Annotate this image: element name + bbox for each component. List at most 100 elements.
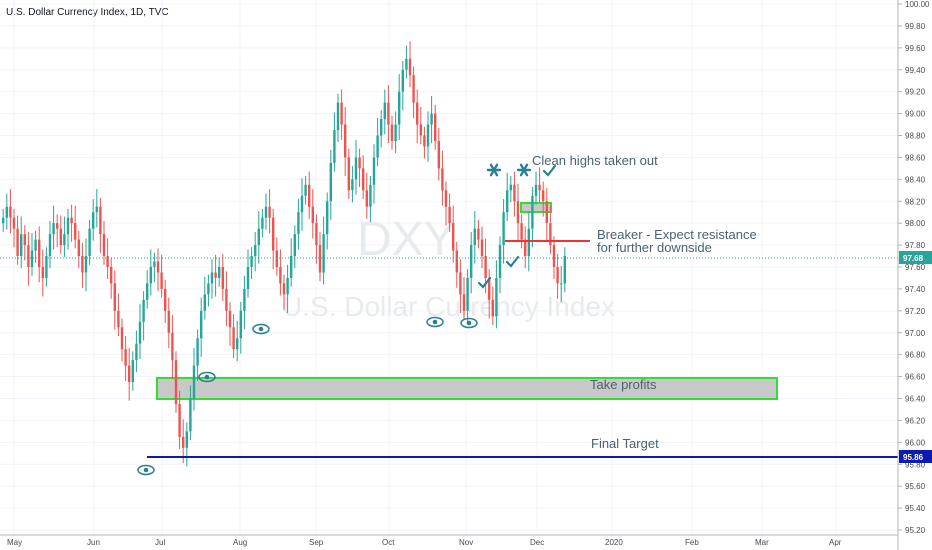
candle-body [138, 321, 142, 344]
candle-body [142, 299, 145, 322]
candle-body [452, 223, 455, 251]
candle-body [117, 310, 120, 328]
y-tick-label: 98.40 [905, 175, 926, 184]
candle-body [81, 256, 84, 273]
candle-body [52, 223, 55, 235]
watermark-name: U.S. Dollar Currency Index [282, 291, 615, 322]
candle-body [74, 223, 77, 240]
candle-body [491, 299, 494, 317]
x-tick-label: Jun [87, 538, 100, 547]
candle-body [102, 234, 106, 257]
candle-body [48, 234, 52, 257]
candle-body [12, 217, 16, 229]
candle-body [23, 234, 26, 246]
candle-body [516, 201, 520, 224]
candles [2, 41, 566, 467]
candle-body [290, 256, 293, 278]
take-profit-zone[interactable] [156, 377, 778, 400]
candle-body [70, 217, 73, 224]
candle-body [120, 327, 124, 350]
candle-body [286, 277, 289, 295]
candle-body [268, 206, 271, 218]
candle-body [372, 157, 376, 185]
candle-body [149, 267, 152, 284]
x-tick-label: Mar [755, 538, 769, 547]
final-target-label: Final Target [591, 436, 659, 451]
candle-body [279, 267, 282, 284]
candle-body [203, 294, 206, 311]
check-icon [542, 164, 557, 177]
candle-body [300, 195, 304, 213]
candle-body [318, 245, 322, 273]
candle-body [56, 223, 59, 229]
y-tick-label: 98.00 [905, 219, 926, 228]
candle-body [34, 239, 37, 251]
candle-body [254, 245, 257, 257]
y-tick-label: 96.60 [905, 373, 926, 382]
y-tick-label: 98.60 [905, 153, 926, 162]
y-tick-label: 96.40 [905, 395, 926, 404]
candle-body [146, 283, 149, 300]
candle-body [174, 360, 178, 404]
candle-body [329, 162, 332, 202]
candle-body [423, 135, 426, 147]
candle-body [38, 239, 41, 267]
candle-body [430, 113, 433, 125]
clean-highs-label: Clean highs taken out [532, 153, 658, 168]
candle-body [156, 261, 160, 273]
candle-body [498, 245, 502, 278]
candle-body [408, 58, 412, 76]
candle-body [470, 245, 473, 278]
candle-body [257, 228, 260, 246]
candle-body [383, 102, 386, 120]
candle-body [92, 212, 95, 229]
x-tick-label: 2020 [605, 538, 623, 547]
candle-body [441, 168, 444, 191]
eye-icon [198, 371, 216, 383]
candle-body [200, 310, 203, 339]
candle-body [275, 250, 278, 267]
candle-body [394, 124, 397, 141]
candle-body [110, 267, 113, 284]
candle-body [437, 140, 440, 169]
current-price-badge-text: 97.68 [903, 254, 924, 263]
x-tick-label: Aug [233, 538, 247, 547]
candle-body [16, 228, 19, 257]
y-tick-label: 95.60 [905, 482, 926, 491]
y-tick-label: 98.20 [905, 197, 926, 206]
candle-body [189, 398, 192, 432]
candle-body [376, 135, 379, 158]
candle-body [185, 431, 188, 448]
candle-body [322, 234, 325, 273]
candle-body [9, 206, 12, 218]
candle-body [509, 184, 512, 191]
y-tick-label: 99.00 [905, 110, 926, 119]
candle-body [171, 332, 174, 361]
candle-body [84, 256, 88, 273]
x-tick-label: Sep [309, 538, 324, 547]
candle-body [549, 223, 552, 246]
candle-body [135, 343, 138, 361]
candle-body [455, 250, 458, 273]
candle-body [462, 294, 466, 311]
candle-body [534, 184, 538, 196]
candle-body [228, 310, 232, 328]
candle-body [246, 267, 250, 289]
candle-body [358, 157, 361, 169]
x-tick-label: Oct [382, 538, 395, 547]
candle-body [520, 223, 523, 240]
y-tick-label: 99.20 [905, 88, 926, 97]
candle-body [380, 119, 383, 136]
candle-body [484, 256, 487, 278]
candle-body [333, 130, 336, 163]
candle-body [20, 234, 23, 257]
candle-body [63, 234, 66, 246]
asterisk-icon [486, 163, 502, 177]
candle-body [398, 91, 401, 125]
candle-body [41, 267, 44, 278]
candle-body [239, 310, 242, 339]
candle-body [196, 338, 199, 366]
candle-body [243, 288, 246, 311]
candle-body [412, 75, 415, 103]
